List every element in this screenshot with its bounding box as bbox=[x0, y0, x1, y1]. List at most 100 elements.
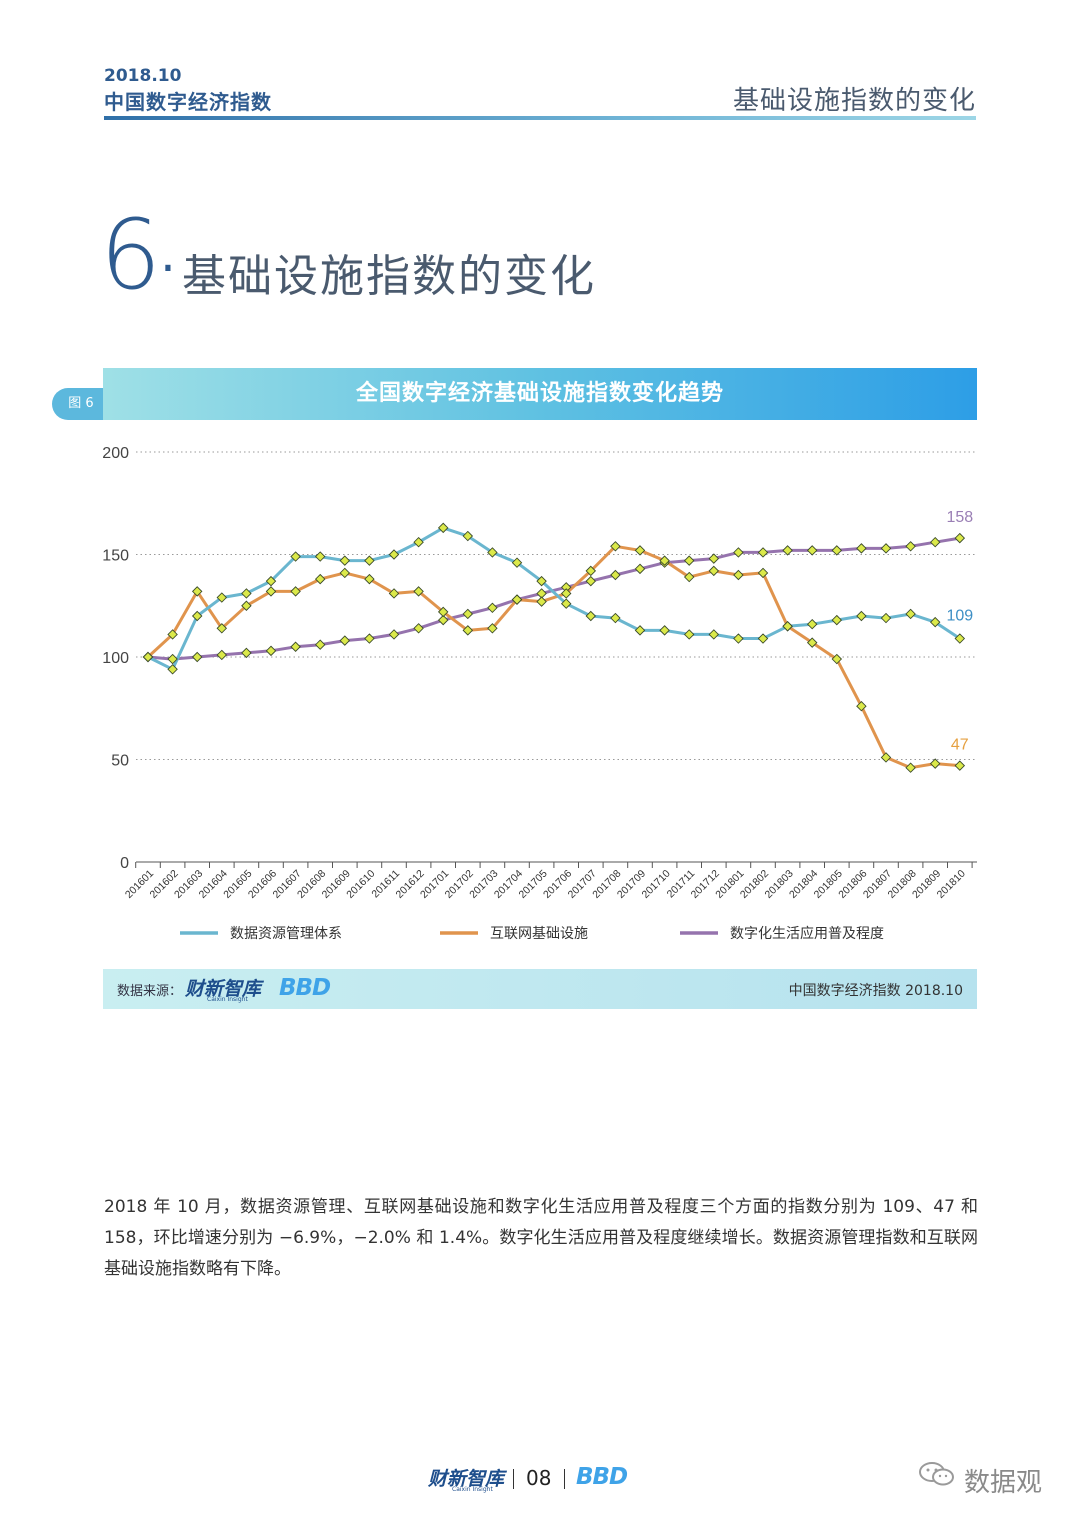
data-point-201606 bbox=[265, 645, 277, 657]
data-point-201801 bbox=[733, 633, 744, 644]
data-point-201611 bbox=[388, 588, 400, 599]
data-point-201802 bbox=[757, 633, 769, 644]
data-point-201704 bbox=[511, 557, 523, 568]
data-point-201806 bbox=[856, 543, 867, 554]
chart-series: 109 47 158 bbox=[142, 509, 973, 773]
data-point-201605 bbox=[241, 600, 252, 611]
data-point-201612 bbox=[413, 623, 424, 634]
data-point-201602 bbox=[167, 664, 178, 675]
data-point-201604 bbox=[216, 592, 228, 603]
data-point-201709 bbox=[634, 545, 646, 556]
data-point-201711 bbox=[683, 571, 695, 583]
chart-grid bbox=[136, 451, 977, 760]
body-paragraph: 2018 年 10 月，数据资源管理、互联网基础设施和数字化生活应用普及程度三个… bbox=[104, 1197, 978, 1279]
y-tick-label: 150 bbox=[102, 548, 129, 565]
source-right-text: 中国数字经济指数 2018.10 bbox=[788, 983, 963, 999]
series-line-1 bbox=[146, 526, 962, 671]
data-point-201709 bbox=[634, 563, 646, 575]
page-number: 08 bbox=[526, 1466, 552, 1490]
data-point-201602 bbox=[167, 653, 178, 665]
data-point-201607 bbox=[290, 586, 301, 597]
data-point-201809 bbox=[929, 536, 941, 548]
watermark-text: 数据观 bbox=[964, 1468, 1043, 1498]
chart-legend: 数据资源管理体系 互联网基础设施 数字化生活应用普及程度 bbox=[180, 925, 884, 942]
data-point-201705 bbox=[536, 575, 547, 587]
series-line-2 bbox=[146, 544, 962, 770]
line-chart: 0501001502002016012016022016032016042016… bbox=[102, 445, 977, 942]
data-point-201711 bbox=[683, 555, 695, 566]
data-point-201809 bbox=[929, 758, 941, 769]
data-point-201805 bbox=[831, 545, 843, 556]
wechat-icon bbox=[919, 1462, 954, 1486]
legend-label: 互联网基础设施 bbox=[490, 925, 588, 942]
header-section-title: 基础设施指数的变化 bbox=[732, 86, 976, 116]
data-point-201704 bbox=[511, 594, 523, 605]
header-date: 2018.10 bbox=[104, 66, 182, 86]
data-point-201807 bbox=[880, 752, 892, 763]
data-point-201712 bbox=[708, 553, 720, 564]
data-point-201710 bbox=[659, 625, 670, 636]
data-point-201609 bbox=[339, 555, 351, 566]
chart-axes: 0501001502002016012016022016032016042016… bbox=[102, 445, 977, 901]
data-point-201707 bbox=[585, 565, 597, 577]
data-point-201706 bbox=[560, 598, 572, 609]
data-point-201803 bbox=[782, 545, 793, 556]
bbd-logo: BBD bbox=[279, 975, 331, 1001]
footer-separator bbox=[513, 1469, 514, 1489]
data-point-201608 bbox=[314, 573, 326, 585]
data-point-201808 bbox=[905, 762, 916, 773]
y-tick-label: 50 bbox=[111, 753, 129, 770]
data-point-201609 bbox=[339, 635, 351, 646]
footer-caixin-logo-sub: Caixin Insight bbox=[452, 1486, 493, 1493]
data-point-201702 bbox=[462, 625, 474, 636]
data-point-201801 bbox=[733, 569, 744, 581]
data-point-201809 bbox=[929, 616, 941, 628]
caixin-logo: 财新智库 bbox=[185, 978, 262, 1000]
data-point-201805 bbox=[831, 653, 843, 665]
data-point-201607 bbox=[290, 641, 301, 652]
data-point-201709 bbox=[634, 625, 646, 636]
caixin-logo-sub: Caixin Insight bbox=[207, 996, 248, 1003]
footer-bbd-logo: BBD bbox=[576, 1464, 628, 1490]
data-point-201603 bbox=[191, 586, 203, 597]
data-point-201703 bbox=[487, 547, 498, 558]
data-point-201808 bbox=[905, 608, 916, 620]
data-point-201710 bbox=[659, 555, 670, 566]
data-point-201605 bbox=[241, 647, 252, 659]
data-point-201603 bbox=[191, 610, 203, 622]
section-title: 基础设施指数的变化 bbox=[182, 251, 596, 302]
data-point-201601 bbox=[142, 651, 154, 663]
header-brand: 中国数字经济指数 bbox=[104, 90, 272, 114]
data-point-201802 bbox=[757, 567, 769, 579]
y-tick-label: 100 bbox=[102, 650, 129, 667]
figure-title: 全国数字经济基础设施指数变化趋势 bbox=[103, 368, 977, 420]
figure-tag: 图 6 bbox=[52, 388, 110, 420]
data-point-201603 bbox=[191, 651, 203, 663]
series-line-3 bbox=[146, 536, 962, 661]
data-point-201803 bbox=[782, 621, 793, 632]
data-point-201611 bbox=[388, 549, 400, 560]
data-point-201804 bbox=[806, 545, 818, 556]
data-point-201807 bbox=[880, 612, 892, 624]
section-dot: . bbox=[160, 225, 176, 283]
data-point-201708 bbox=[610, 541, 621, 552]
data-point-201610 bbox=[364, 633, 375, 644]
end-value-label: 109 bbox=[946, 608, 973, 625]
data-point-201806 bbox=[856, 700, 867, 712]
footer-separator bbox=[564, 1469, 565, 1489]
data-point-201804 bbox=[806, 637, 818, 648]
data-point-201703 bbox=[487, 623, 498, 634]
data-point-201810 bbox=[954, 532, 966, 544]
data-point-201805 bbox=[831, 614, 843, 626]
data-point-201701 bbox=[437, 614, 449, 626]
data-point-201702 bbox=[462, 530, 474, 542]
end-value-label: 158 bbox=[946, 509, 973, 526]
data-point-201804 bbox=[806, 618, 818, 630]
data-point-201608 bbox=[314, 639, 326, 650]
legend-label: 数据资源管理体系 bbox=[230, 926, 342, 942]
end-value-label: 47 bbox=[951, 737, 969, 754]
legend-label: 数字化生活应用普及程度 bbox=[730, 925, 884, 942]
data-point-201707 bbox=[585, 610, 597, 622]
y-tick-label: 200 bbox=[102, 445, 129, 462]
data-point-201606 bbox=[265, 575, 277, 587]
